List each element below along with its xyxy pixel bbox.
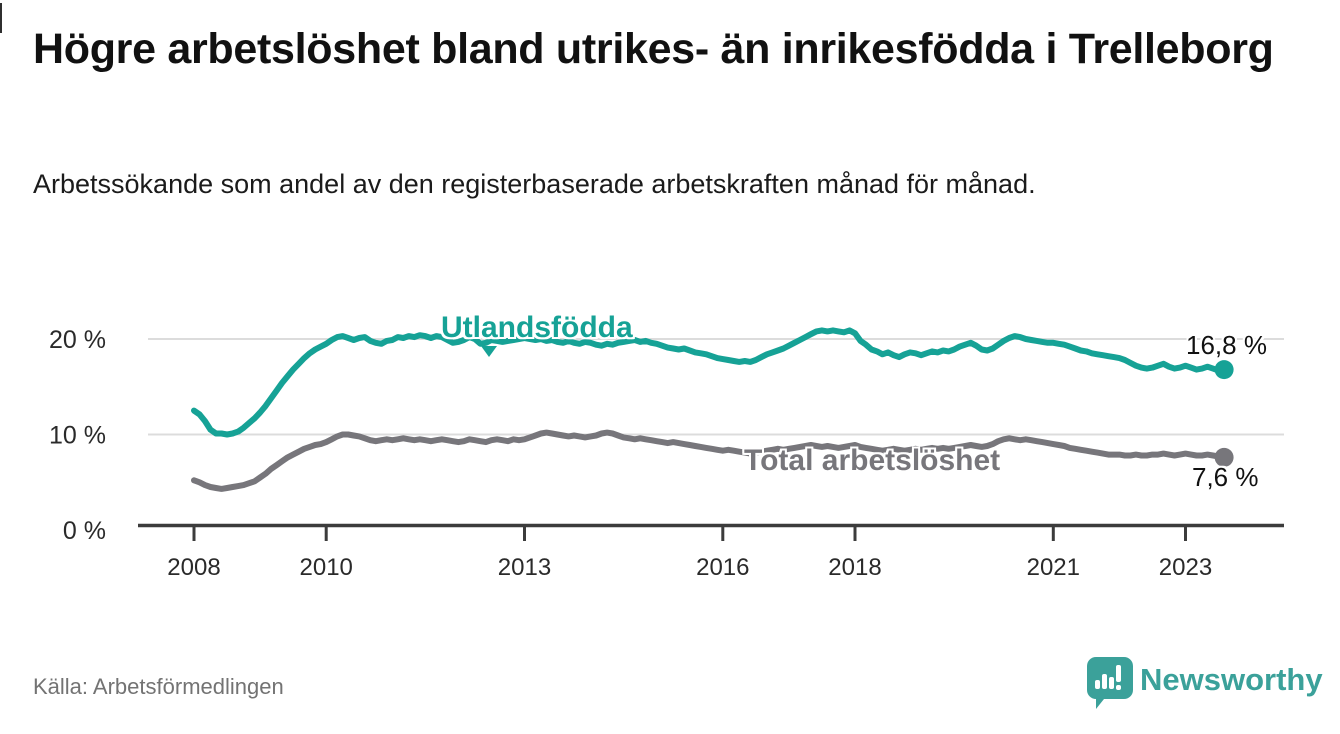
- end-value-label-total: 7,6 %: [1192, 462, 1259, 492]
- x-axis-label-2010: 2010: [300, 554, 353, 581]
- series-line-utlandsf-dda: [191, 327, 1228, 438]
- source-attribution: Källa: Arbetsförmedlingen: [33, 674, 284, 699]
- x-axis-label-2008: 2008: [167, 554, 220, 581]
- end-value-label-utlandsfodda: 16,8 %: [1186, 330, 1267, 360]
- logo-exclamation-dot: [1116, 685, 1121, 690]
- x-axis-label-2016: 2016: [696, 554, 749, 581]
- y-axis-label-20: 20 %: [49, 326, 106, 354]
- logo-bar-2: [1102, 674, 1107, 689]
- x-axis-label-2023: 2023: [1159, 554, 1212, 581]
- brand-name: Newsworthy: [1140, 662, 1323, 697]
- series-end-dot-total-arbetsl-shet: [1214, 447, 1234, 467]
- series-label-total-arbetsloshet: Total arbetslöshet: [744, 444, 1001, 477]
- chart-subtitle: Arbetssökande som andel av den registerb…: [33, 169, 1036, 199]
- logo-exclamation-bar: [1116, 665, 1121, 682]
- y-axis-label-0: 0 %: [63, 517, 106, 545]
- logo-bar-3: [1109, 677, 1114, 689]
- series-line-total-arbetsl-shet: [191, 429, 1228, 492]
- screenshot-edge-artifact: [0, 3, 2, 33]
- series-end-dot-utlandsf-dda: [1214, 360, 1234, 380]
- newsworthy-logo-icon: [1087, 657, 1133, 709]
- x-axis-label-2018: 2018: [828, 554, 881, 581]
- logo-bar-1: [1095, 680, 1100, 689]
- x-axis-label-2021: 2021: [1027, 554, 1080, 581]
- x-axis-label-2013: 2013: [498, 554, 551, 581]
- newsworthy-logo: Newsworthy: [1086, 656, 1340, 710]
- caret-down-icon: [481, 346, 497, 357]
- series-label-utlandsfodda: Utlandsfödda: [441, 311, 633, 344]
- y-axis-label-10: 10 %: [49, 422, 106, 450]
- page-title: Högre arbetslöshet bland utrikes- än inr…: [33, 25, 1274, 73]
